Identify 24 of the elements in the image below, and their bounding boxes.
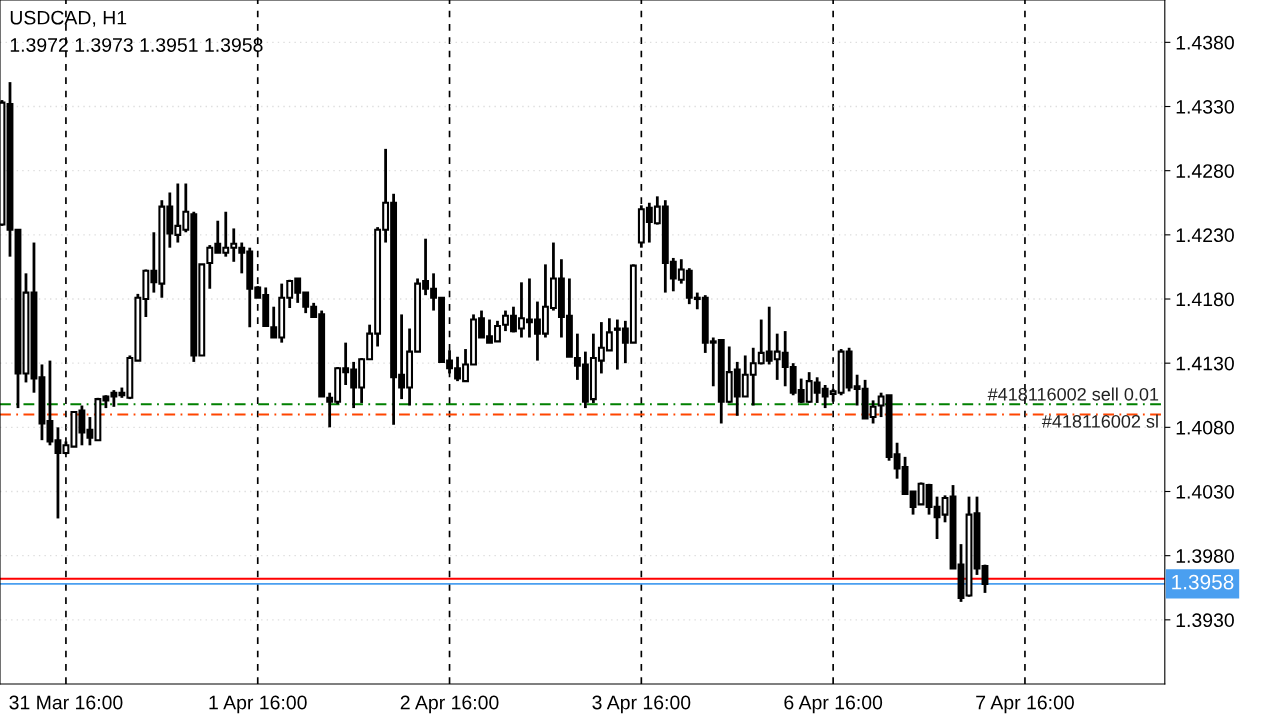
y-tick-label: 1.4030 [1176,484,1234,499]
y-tick-label: 1.4380 [1176,35,1234,50]
x-tick-label: 31 Mar 16:00 [9,695,123,710]
ref-line-label: #418116002 sl [1041,414,1158,428]
x-tick-label: 6 Apr 16:00 [784,695,883,714]
x-tick-label: 2 Apr 16:00 [400,695,499,714]
y-tick-label: 1.4180 [1176,292,1234,307]
candlestick [925,482,933,516]
text: 1.3972 1.3973 1.3951 1.3958 [10,38,263,52]
y-tick-label: 1.4280 [1176,164,1234,178]
candlestick [981,563,989,595]
ref-line-label: 1.3958 [1172,574,1234,590]
y-tick-label: 1.3930 [1176,613,1234,628]
y-tick-label: 1.4230 [1176,228,1234,243]
x-tick-label: 3 Apr 16:00 [592,695,691,714]
ref-line-label: #418116002 sell 0.01 [987,387,1159,401]
x-tick-label: 7 Apr 16:00 [976,695,1074,714]
candlestick [941,493,949,524]
y-tick-label: 1.4330 [1176,99,1234,114]
y-tick-label: 1.3980 [1176,549,1234,563]
y-tick-label: 1.4130 [1176,356,1234,371]
x-tick-label: 1 Apr 16:00 [209,695,307,714]
y-tick-label: 1.4080 [1176,420,1234,435]
chart-title: USDCAD, H1 [10,10,127,27]
